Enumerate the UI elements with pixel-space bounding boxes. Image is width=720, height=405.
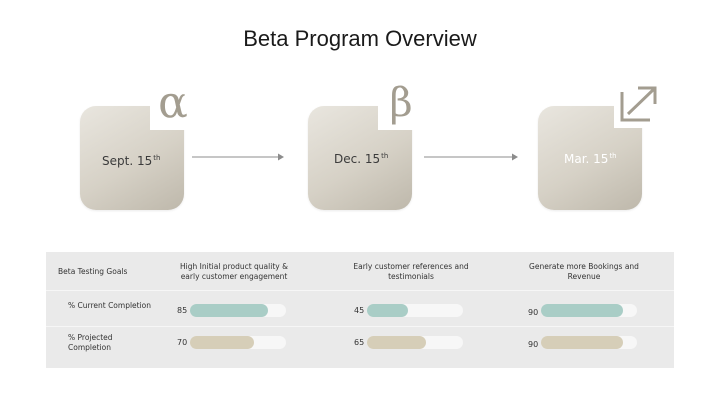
table-header-label: Beta Testing Goals [58, 267, 128, 276]
table-divider [46, 326, 674, 327]
current-value-quality: 85 [177, 306, 188, 315]
page-title: Beta Program Overview [243, 26, 477, 51]
milestone-date-alpha: Sept. 15th [102, 154, 161, 168]
current-fill-quality [190, 304, 268, 317]
projected-value-revenue: 90 [528, 340, 539, 349]
expand-arrow-icon [614, 82, 662, 128]
timeline-arrow-1 [192, 153, 284, 161]
table-divider [46, 290, 674, 291]
current-bar-quality [190, 304, 286, 317]
beta-badge: β [378, 80, 424, 130]
current-bar-references [367, 304, 463, 317]
projected-fill-revenue [541, 336, 624, 349]
current-fill-references [367, 304, 409, 317]
projected-fill-quality [190, 336, 254, 349]
current-value-references: 45 [354, 306, 365, 315]
current-fill-revenue [541, 304, 624, 317]
projected-bar-quality [190, 336, 286, 349]
alpha-badge: α [150, 80, 196, 130]
timeline-arrow-2 [424, 153, 518, 161]
current-value-revenue: 90 [528, 308, 539, 317]
goal-header-references: Early customer references and testimonia… [353, 262, 469, 281]
projected-bar-revenue [541, 336, 637, 349]
row-label-current: % Current Completion [68, 301, 152, 310]
goal-header-quality: High Initial product quality & early cus… [180, 262, 288, 281]
row-label-projected: % Projected Completion [68, 333, 113, 352]
goal-header-revenue: Generate more Bookings and Revenue [529, 262, 639, 281]
milestone-date-launch: Mar. 15th [564, 152, 617, 166]
milestone-date-beta: Dec. 15th [334, 152, 389, 166]
current-bar-revenue [541, 304, 637, 317]
projected-fill-references [367, 336, 427, 349]
projected-value-references: 65 [354, 338, 365, 347]
projected-value-quality: 70 [177, 338, 188, 347]
projected-bar-references [367, 336, 463, 349]
